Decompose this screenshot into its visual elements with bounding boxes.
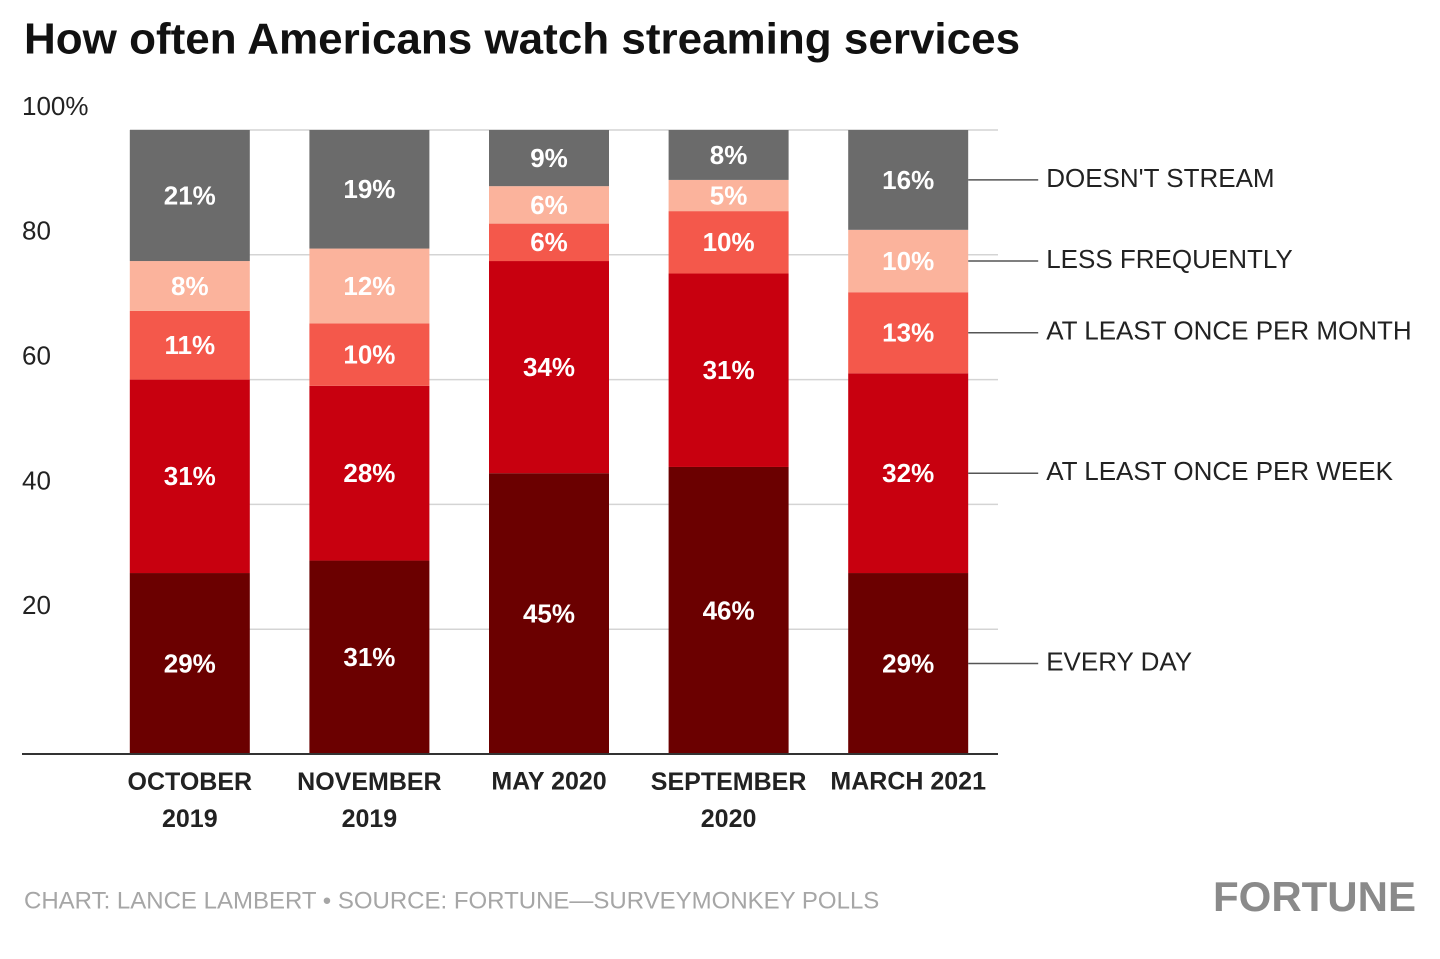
y-tick-label: 60 [22, 340, 51, 370]
bar-segment [668, 211, 789, 274]
value-label: 10% [882, 246, 934, 276]
value-label: 46% [703, 595, 755, 625]
x-tick-label: MAY 2020 [491, 768, 606, 796]
chart-title: How often Americans watch streaming serv… [24, 15, 1020, 64]
bar-segment [129, 573, 250, 754]
value-label: 9% [530, 143, 568, 173]
value-label: 13% [882, 318, 934, 348]
bar-segment [309, 130, 430, 249]
bar-segment [668, 273, 789, 467]
source-note: CHART: LANCE LAMBERT • SOURCE: FORTUNE—S… [24, 887, 879, 914]
legend-label: EVERY DAY [1046, 646, 1192, 676]
brand-logo: FORTUNE [1213, 873, 1416, 920]
value-label: 31% [343, 642, 395, 672]
x-tick-label: NOVEMBER 2019 [297, 768, 441, 833]
legend-label: AT LEAST ONCE PER WEEK [1046, 456, 1393, 486]
bar-segment [489, 223, 609, 262]
bar-segment [489, 473, 609, 754]
bar-segment [848, 130, 969, 230]
bar-segment [668, 466, 789, 754]
y-tick-label: 20 [22, 590, 51, 620]
bar-segment [129, 379, 250, 574]
bar-segment [309, 323, 430, 386]
bar-segment [848, 229, 969, 293]
value-label: 6% [530, 227, 568, 257]
value-label: 8% [171, 271, 209, 301]
value-label: 5% [710, 180, 748, 210]
bar-segment [309, 560, 430, 754]
legend-label: LESS FREQUENTLY [1046, 244, 1293, 274]
value-label: 8% [710, 140, 748, 170]
value-label: 12% [343, 271, 395, 301]
legend-label: DOESN'T STREAM [1046, 163, 1274, 193]
bar-segment [668, 130, 789, 180]
value-label: 10% [343, 340, 395, 370]
value-label: 34% [523, 352, 575, 382]
x-tick-label: MARCH 2021 [830, 768, 986, 796]
value-label: 11% [164, 330, 215, 360]
bar-segment [668, 179, 789, 212]
value-label: 29% [882, 648, 934, 678]
bar-segment [848, 292, 969, 374]
value-label: 45% [523, 598, 575, 628]
value-label: 28% [343, 458, 395, 488]
x-tick-label: OCTOBER 2019 [128, 768, 253, 833]
legend-label: AT LEAST ONCE PER MONTH [1046, 316, 1412, 346]
value-label: 19% [343, 174, 395, 204]
value-label: 6% [530, 190, 568, 220]
y-tick-label: 80 [22, 216, 51, 246]
value-label: 21% [164, 180, 216, 210]
bar-segment [129, 130, 250, 262]
bar-segment [489, 261, 609, 474]
value-label: 31% [164, 461, 216, 491]
bar-segment [309, 385, 430, 561]
bar-segment [309, 248, 430, 324]
x-tick-label: SEPTEMBER 2020 [651, 768, 807, 833]
bar-segment [489, 130, 609, 187]
bar-segment [848, 373, 969, 574]
value-label: 16% [882, 165, 934, 195]
value-label: 31% [703, 355, 755, 385]
value-label: 29% [164, 648, 216, 678]
bar-segment [489, 186, 609, 224]
bar-segment [129, 261, 250, 311]
value-label: 10% [703, 227, 755, 257]
bar-segment [129, 310, 250, 380]
bar-segment [848, 573, 969, 754]
y-tick-label: 100% [22, 91, 89, 121]
y-tick-label: 40 [22, 465, 51, 495]
value-label: 32% [882, 458, 934, 488]
